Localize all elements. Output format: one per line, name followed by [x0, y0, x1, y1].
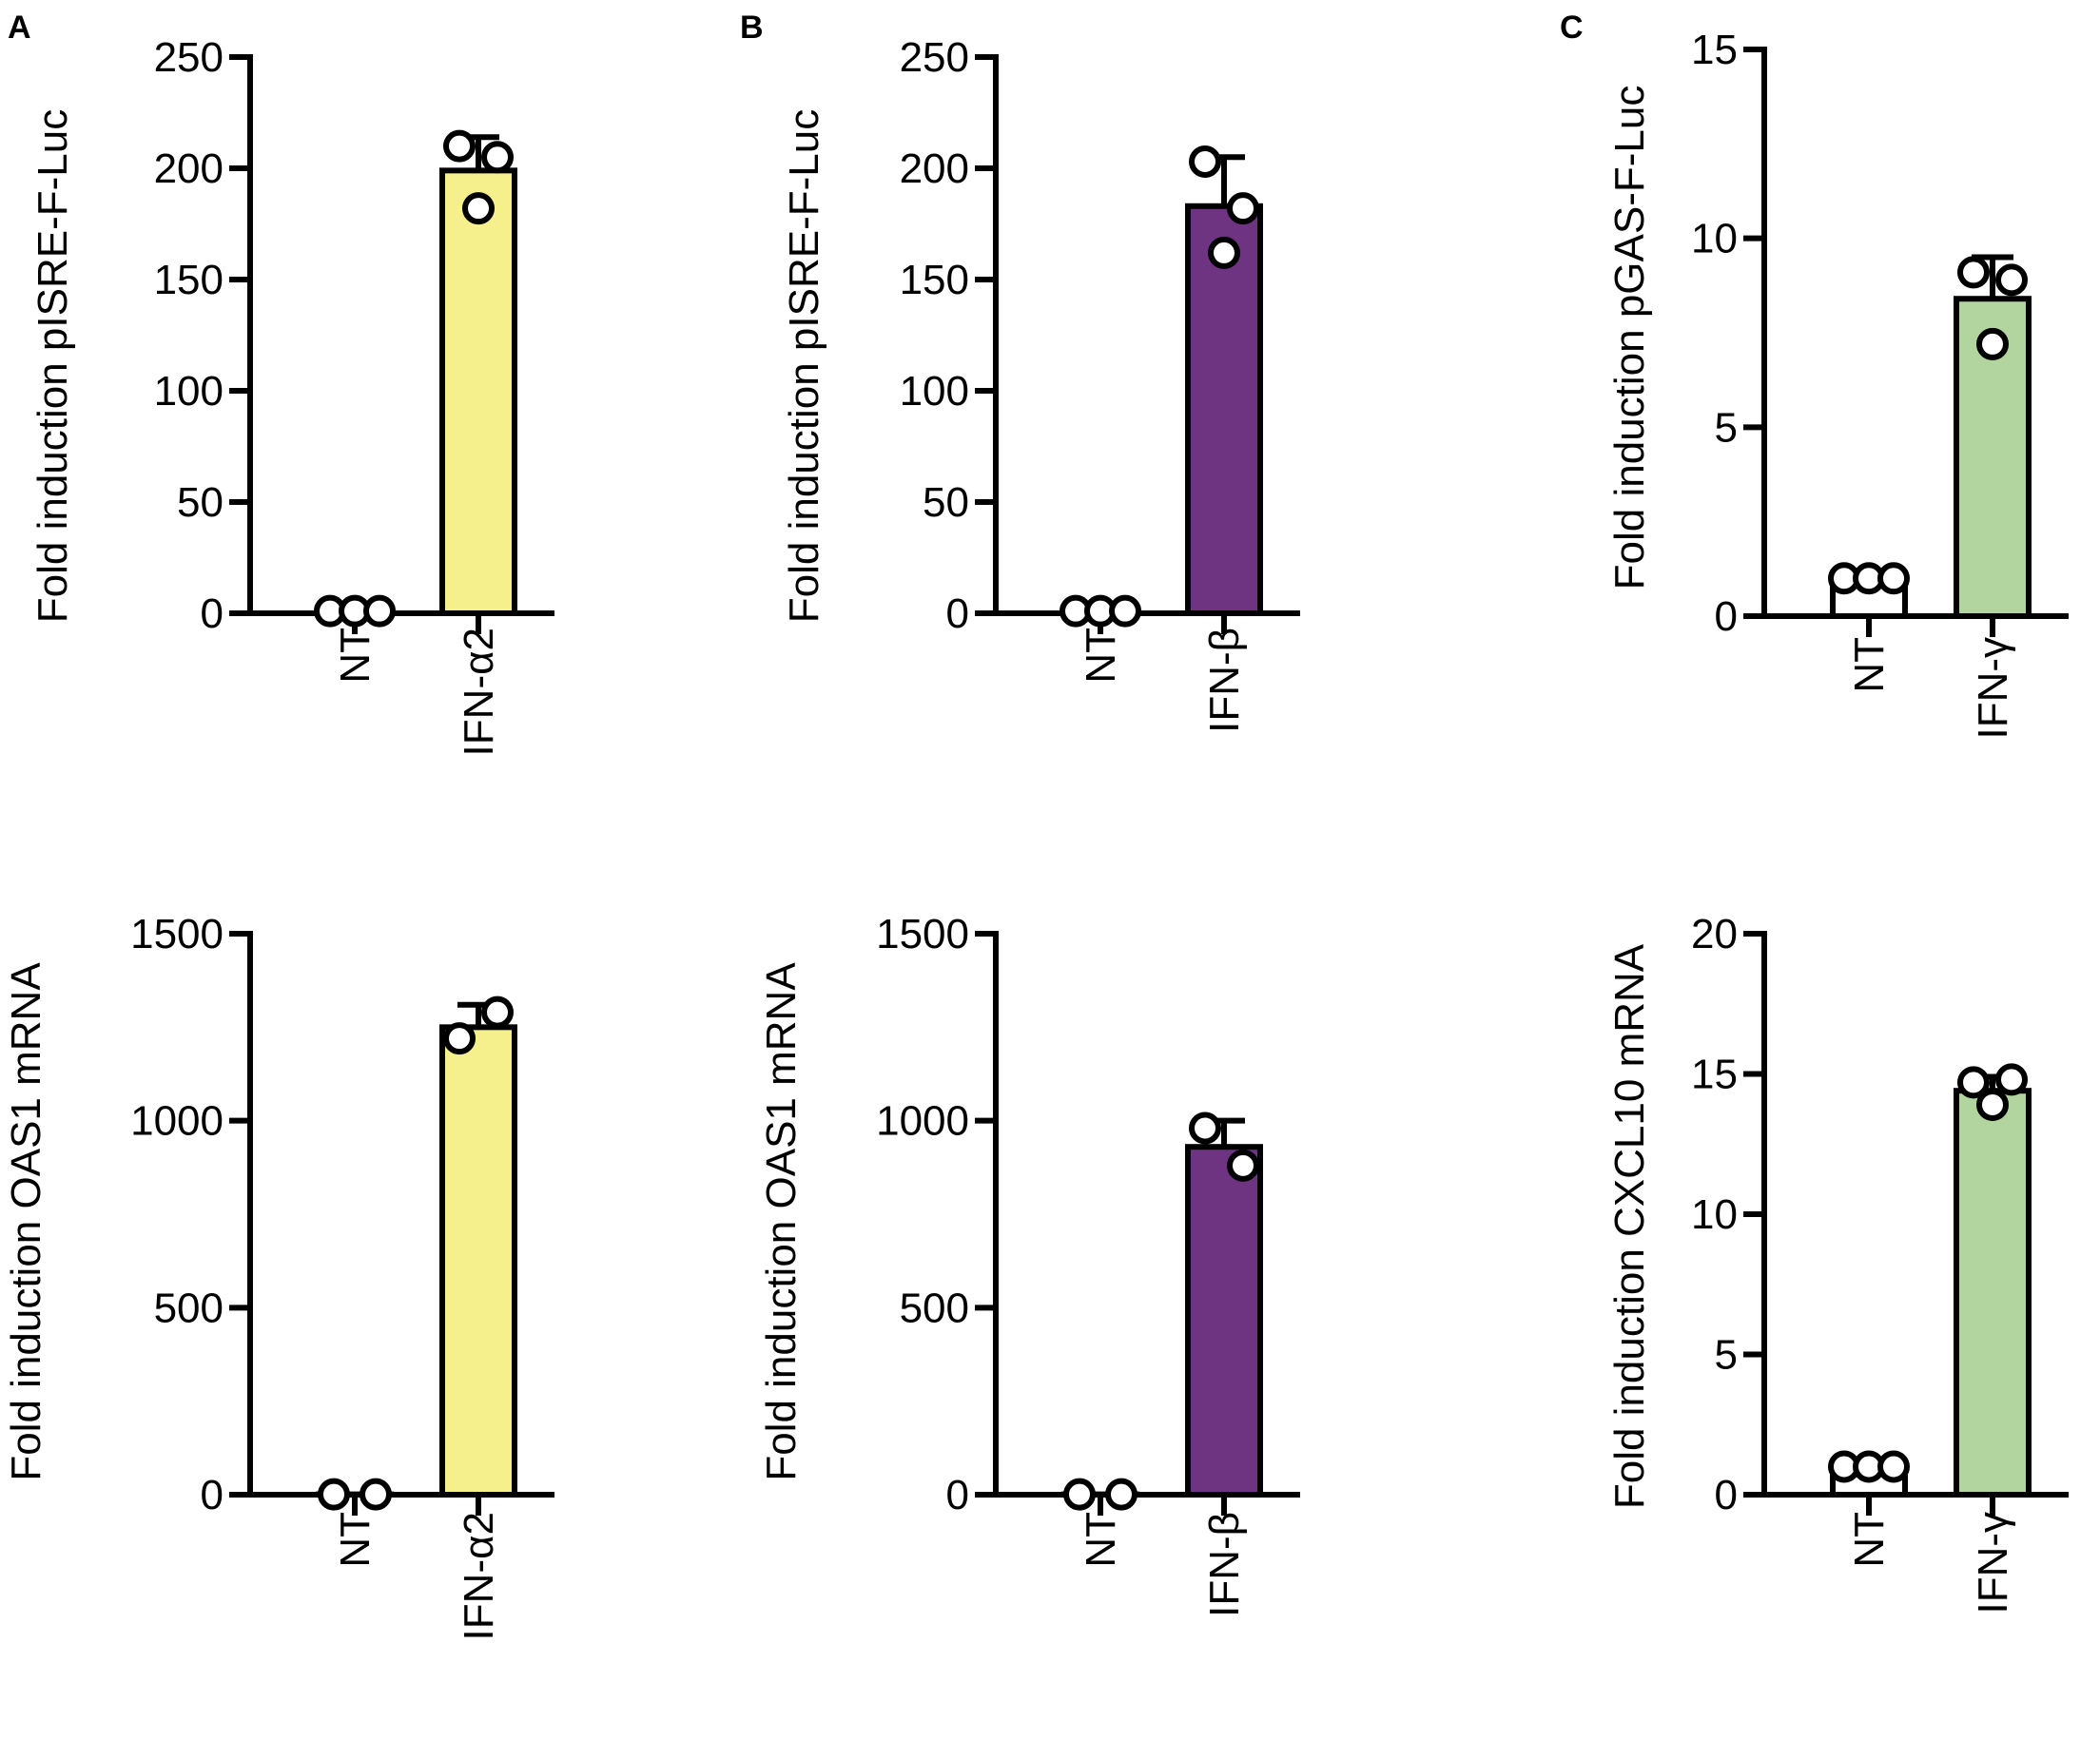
data-point	[360, 1478, 392, 1511]
y-tick-label: 15	[1691, 27, 1738, 73]
y-axis-title: Fold induction OAS1 mRNA	[3, 962, 49, 1481]
category-label: IFN-α2	[456, 1512, 502, 1640]
data-point	[363, 594, 396, 628]
y-tick-label: 10	[1691, 1191, 1738, 1238]
y-tick-label: 100	[900, 368, 969, 415]
y-tick-label: 1500	[876, 911, 969, 957]
bar-ifn	[1185, 1144, 1263, 1498]
category-label: IFN-γ	[1970, 1512, 2016, 1614]
category-label: IFN-β	[1201, 1512, 1248, 1617]
y-tick-label: 0	[201, 1472, 224, 1518]
panel-letter-b: B	[740, 10, 764, 46]
chart-b-bottom: 0 500 1000 1500 NT IFN-β Fold induction OAS1 m…	[758, 911, 1300, 1617]
data-point	[1189, 1112, 1221, 1145]
bar-ifn	[1185, 203, 1263, 616]
data-point	[1877, 562, 1910, 595]
y-tick-label: 0	[946, 590, 969, 637]
panel-letter-a: A	[8, 10, 31, 46]
category-label: NT	[1846, 1512, 1893, 1568]
category-label: NT	[1846, 637, 1893, 693]
data-point	[1957, 1066, 1990, 1099]
data-point	[1063, 1478, 1096, 1511]
y-tick-label: 1500	[130, 911, 224, 957]
y-tick-label: 10	[1691, 216, 1738, 262]
data-point	[1995, 1063, 2028, 1096]
y-tick-label: 500	[154, 1285, 224, 1331]
y-tick-label: 250	[154, 34, 224, 81]
y-axis-title: Fold induction pISRE-F-Luc	[781, 109, 827, 623]
y-tick-label: 0	[1715, 1472, 1738, 1518]
y-axis-title: Fold induction pGAS-F-Luc	[1606, 86, 1653, 590]
y-tick-label: 50	[177, 479, 224, 526]
data-point	[1957, 256, 1990, 289]
y-tick-label: 150	[154, 257, 224, 303]
data-point	[1877, 1450, 1910, 1483]
bar-ifn	[439, 1024, 517, 1498]
data-point	[1105, 1478, 1138, 1511]
data-point	[1189, 145, 1221, 178]
category-label: NT	[332, 628, 379, 684]
category-label: IFN-γ	[1970, 637, 2016, 740]
y-tick-label: 0	[201, 590, 224, 637]
y-tick-label: 1000	[130, 1098, 224, 1145]
data-point	[1109, 594, 1141, 628]
y-tick-label: 0	[1715, 593, 1738, 640]
data-point	[481, 996, 514, 1029]
y-tick-label: 250	[900, 34, 969, 81]
y-tick-label: 20	[1691, 911, 1738, 957]
y-tick-label: 5	[1715, 404, 1738, 451]
category-label: NT	[332, 1512, 379, 1568]
data-point	[443, 1022, 476, 1055]
data-point	[481, 141, 514, 174]
y-tick-label: 1000	[876, 1098, 969, 1145]
chart-c-bottom: 0 5 10 15 20 NT IFN-γ Fold induction CXCL10 mRN…	[1606, 911, 2069, 1614]
y-tick-label: 100	[154, 368, 224, 415]
category-label: IFN-α2	[456, 628, 502, 756]
chart-a-bottom: 0 500 1000 1500 NT IFN-α2 Fold induction OAS1 …	[3, 911, 554, 1640]
y-tick-label: 5	[1715, 1332, 1738, 1379]
category-label: NT	[1078, 1512, 1124, 1568]
y-tick-label: 0	[946, 1472, 969, 1518]
data-point	[1995, 263, 2028, 297]
data-point	[318, 1478, 350, 1511]
data-point	[1208, 236, 1240, 269]
chart-c-top: 0 5 10 15 NT IFN-γ Fold induction pGAS-F-Luc	[1606, 27, 2069, 740]
chart-b-top: 0 50 100 150 200 250 NT IFN-β Fold induction pIS…	[781, 34, 1300, 733]
y-tick-label: 200	[154, 145, 224, 192]
bar-ifn	[1954, 1088, 2032, 1498]
category-label: IFN-β	[1201, 628, 1248, 733]
data-point	[443, 129, 476, 163]
y-axis-title: Fold induction CXCL10 mRNA	[1606, 943, 1653, 1509]
data-point	[462, 192, 495, 225]
data-point	[1227, 1149, 1259, 1182]
bar-ifn	[439, 167, 517, 616]
data-point	[1976, 1088, 2009, 1121]
y-tick-label: 200	[900, 145, 969, 192]
panel-letter-c: C	[1560, 10, 1584, 46]
chart-a-top: 0 50 100 150 200 250 NT IFN-α2 Fold induction pI…	[29, 34, 554, 756]
data-point	[1976, 327, 2009, 360]
y-tick-label: 50	[923, 479, 969, 526]
y-axis-title: Fold induction OAS1 mRNA	[758, 962, 805, 1481]
y-axis-title: Fold induction pISRE-F-Luc	[29, 109, 76, 623]
data-point	[1227, 192, 1259, 225]
y-tick-label: 15	[1691, 1052, 1738, 1098]
y-tick-label: 150	[900, 257, 969, 303]
y-tick-label: 500	[900, 1285, 969, 1331]
category-label: NT	[1078, 628, 1124, 684]
